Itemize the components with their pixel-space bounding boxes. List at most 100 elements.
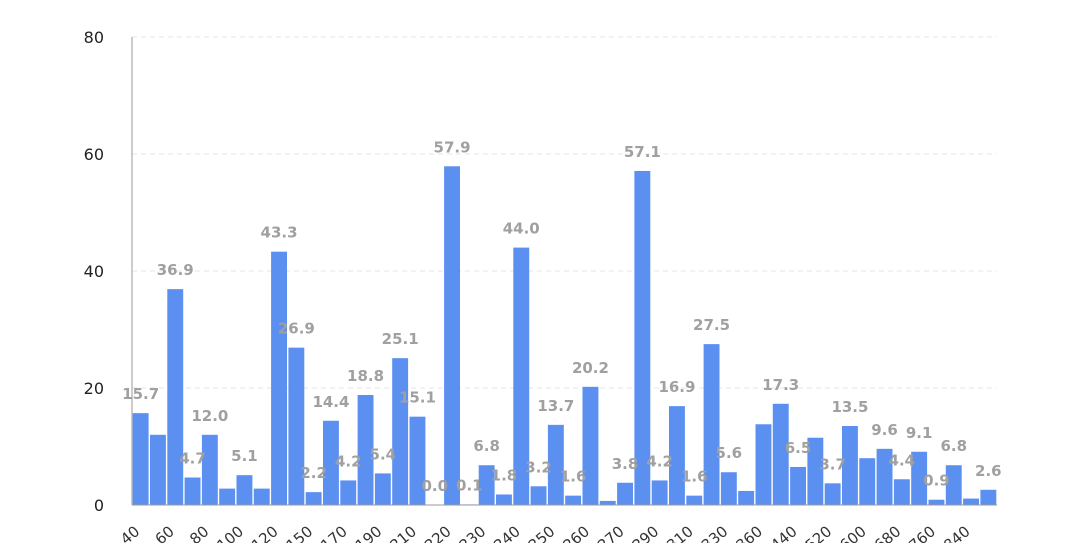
- data-label: 4.2: [335, 452, 362, 470]
- bar: [357, 395, 374, 505]
- data-label: 0.1: [456, 476, 483, 494]
- x-tick-label: 760: [906, 522, 940, 543]
- bar: [236, 475, 253, 505]
- x-tick-label: 310: [663, 522, 697, 543]
- y-tick-label: 60: [84, 145, 104, 164]
- y-tick-label: 40: [84, 262, 104, 281]
- x-tick-label: 80: [186, 522, 212, 543]
- data-label: 3.7: [819, 455, 846, 473]
- bar: [184, 477, 201, 505]
- bar: [599, 500, 616, 505]
- data-label: 25.1: [382, 330, 419, 348]
- data-label: 6.5: [785, 439, 812, 457]
- bar: [876, 448, 893, 505]
- x-tick-label: 230: [456, 522, 490, 543]
- data-label: 9.6: [871, 421, 898, 439]
- data-label: 15.1: [399, 389, 436, 407]
- bar: [617, 482, 633, 505]
- data-label: 0.9: [923, 472, 950, 490]
- data-label: 16.9: [658, 378, 695, 396]
- x-tick-label: 360: [733, 522, 767, 543]
- data-label: 6.8: [940, 437, 967, 455]
- gridlines: [132, 36, 997, 389]
- bar: [374, 473, 391, 505]
- x-tick-label: 290: [629, 522, 663, 543]
- data-label: 2.2: [300, 464, 327, 482]
- data-label: 27.5: [693, 316, 730, 334]
- bar: [409, 416, 426, 505]
- data-label: 0.0: [421, 477, 448, 495]
- data-label: 15.7: [122, 385, 159, 403]
- bar: [651, 480, 668, 505]
- bar: [219, 488, 236, 505]
- data-label: 18.8: [347, 367, 384, 385]
- x-tick-label: 170: [317, 522, 351, 543]
- bar: [513, 247, 530, 505]
- data-label: 1.6: [681, 468, 708, 486]
- data-label: 14.4: [312, 393, 349, 411]
- bar: [703, 344, 720, 505]
- data-label: 4.4: [889, 451, 916, 469]
- x-tick-label: 600: [836, 522, 870, 543]
- x-tick-label: 220: [421, 522, 455, 543]
- bar: [634, 170, 651, 505]
- x-tick-label: 840: [940, 522, 974, 543]
- bar: [392, 358, 409, 505]
- x-tick-label: 190: [352, 522, 386, 543]
- data-label: 3.2: [525, 458, 552, 476]
- bar: [478, 465, 495, 505]
- data-label: 57.1: [624, 143, 661, 161]
- bar: [842, 426, 858, 505]
- bar: [669, 406, 685, 505]
- data-label: 4.2: [646, 452, 673, 470]
- bar: [980, 489, 997, 505]
- x-tick-label: 680: [871, 522, 905, 543]
- bar: [807, 437, 824, 505]
- data-label: 4.7: [179, 450, 206, 468]
- x-tick-label: 100: [214, 522, 248, 543]
- bar: [893, 479, 910, 505]
- data-label: 57.9: [434, 138, 471, 156]
- y-tick-label: 0: [94, 496, 104, 515]
- data-label: 44.0: [503, 220, 540, 238]
- bar: [582, 386, 599, 505]
- bar: [859, 458, 876, 505]
- bar: [911, 451, 928, 505]
- bar: [565, 495, 582, 505]
- x-tick-label: 270: [594, 522, 628, 543]
- data-label: 13.7: [537, 397, 574, 415]
- data-label: 26.9: [278, 320, 315, 338]
- x-tick-label: 240: [490, 522, 524, 543]
- data-labels: 15.7 36.9 4.7 12.0 5.1 43.3 26.9 2.2 14.4 4.2 18.8…: [122, 138, 1001, 495]
- x-tick-label: 330: [698, 522, 732, 543]
- data-label: 6.8: [473, 437, 500, 455]
- bar: [496, 494, 512, 505]
- data-label: 43.3: [261, 224, 298, 242]
- data-label: 3.8: [612, 455, 639, 473]
- data-label: 13.5: [831, 398, 868, 416]
- bar: [253, 488, 270, 505]
- bar: [686, 495, 703, 505]
- bar: [738, 490, 755, 505]
- bar: [755, 424, 772, 505]
- data-label: 1.8: [491, 466, 518, 484]
- bar: [963, 498, 979, 505]
- data-label: 5.4: [370, 445, 397, 463]
- bar: [323, 420, 339, 505]
- bar: [167, 289, 184, 505]
- data-label: 1.6: [560, 468, 587, 486]
- data-label: 17.3: [762, 376, 799, 394]
- bar: [150, 434, 166, 505]
- bar: [444, 166, 460, 505]
- bar: [201, 434, 218, 505]
- bar: [945, 465, 962, 505]
- bar: [340, 480, 357, 505]
- bar: [824, 483, 841, 505]
- x-tick-label: 120: [248, 522, 282, 543]
- bars: [132, 166, 997, 505]
- bar: [720, 472, 737, 505]
- x-tick-label: 40: [117, 522, 143, 543]
- x-tick-label: 210: [387, 522, 421, 543]
